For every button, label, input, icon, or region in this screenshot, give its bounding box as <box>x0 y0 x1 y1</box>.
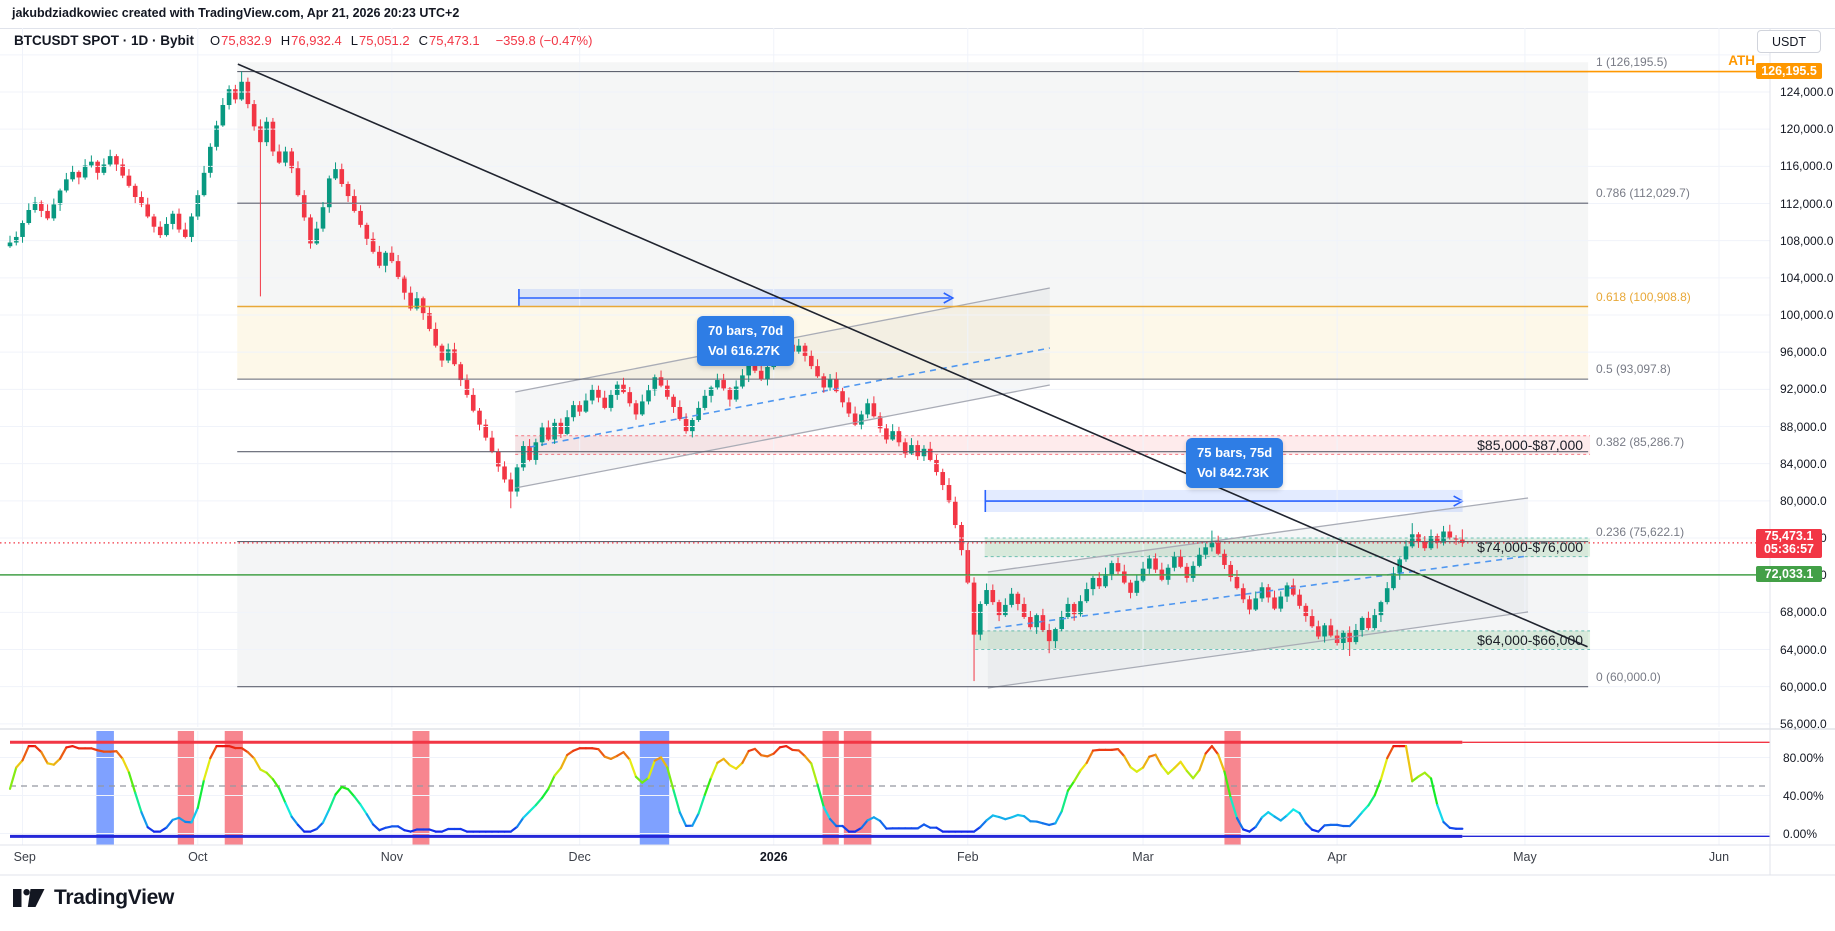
measure-tooltip-1[interactable]: 70 bars, 70d Vol 616.27K <box>697 316 795 366</box>
open-value: 75,832.9 <box>221 33 272 48</box>
low-label: L <box>350 33 358 48</box>
attribution-bar <box>0 0 1835 29</box>
close-label: C <box>418 33 428 48</box>
bar-countdown: 05:36:57 <box>1763 542 1815 557</box>
high-value: 76,932.4 <box>291 33 342 48</box>
tradingview-logo-text: TradingView <box>54 886 175 909</box>
last-price-tag: 75,473.1 05:36:57 <box>1756 528 1822 558</box>
high-label: H <box>280 33 291 48</box>
close-value: 75,473.1 <box>428 33 480 48</box>
last-price-value: 75,473.1 <box>1764 528 1814 543</box>
currency-toggle-button[interactable]: USDT <box>1757 30 1821 53</box>
measure-tooltip-2[interactable]: 75 bars, 75d Vol 842.73K <box>1186 438 1284 488</box>
measure1-bars: 70 bars, 70d <box>708 323 784 338</box>
symbol-title[interactable]: BTCUSDT SPOT · 1D · Bybit <box>14 33 195 48</box>
chart-legend: BTCUSDT SPOT · 1D · Bybit O75,832.9 H76,… <box>14 33 592 48</box>
measure2-bars: 75 bars, 75d <box>1197 445 1273 460</box>
measure1-volume: Vol 616.27K <box>708 343 781 358</box>
attribution-text: jakubdziadkowiec created with TradingVie… <box>12 6 460 20</box>
open-label: O <box>210 33 221 48</box>
ath-price-tag: 126,195.5 <box>1756 62 1822 79</box>
tradingview-logo[interactable]: TradingView <box>13 884 174 912</box>
hline-price-tag: 72,033.1 <box>1756 565 1822 582</box>
change-value: −359.8 (−0.47%) <box>495 33 593 48</box>
ath-annotation: ATH <box>1728 53 1755 68</box>
low-value: 75,051.2 <box>358 33 410 48</box>
measure2-volume: Vol 842.73K <box>1197 465 1270 480</box>
tradingview-logo-icon <box>13 889 45 907</box>
ohlc-values: O75,832.9 H76,932.4 L75,051.2 C75,473.1 <box>210 33 480 48</box>
